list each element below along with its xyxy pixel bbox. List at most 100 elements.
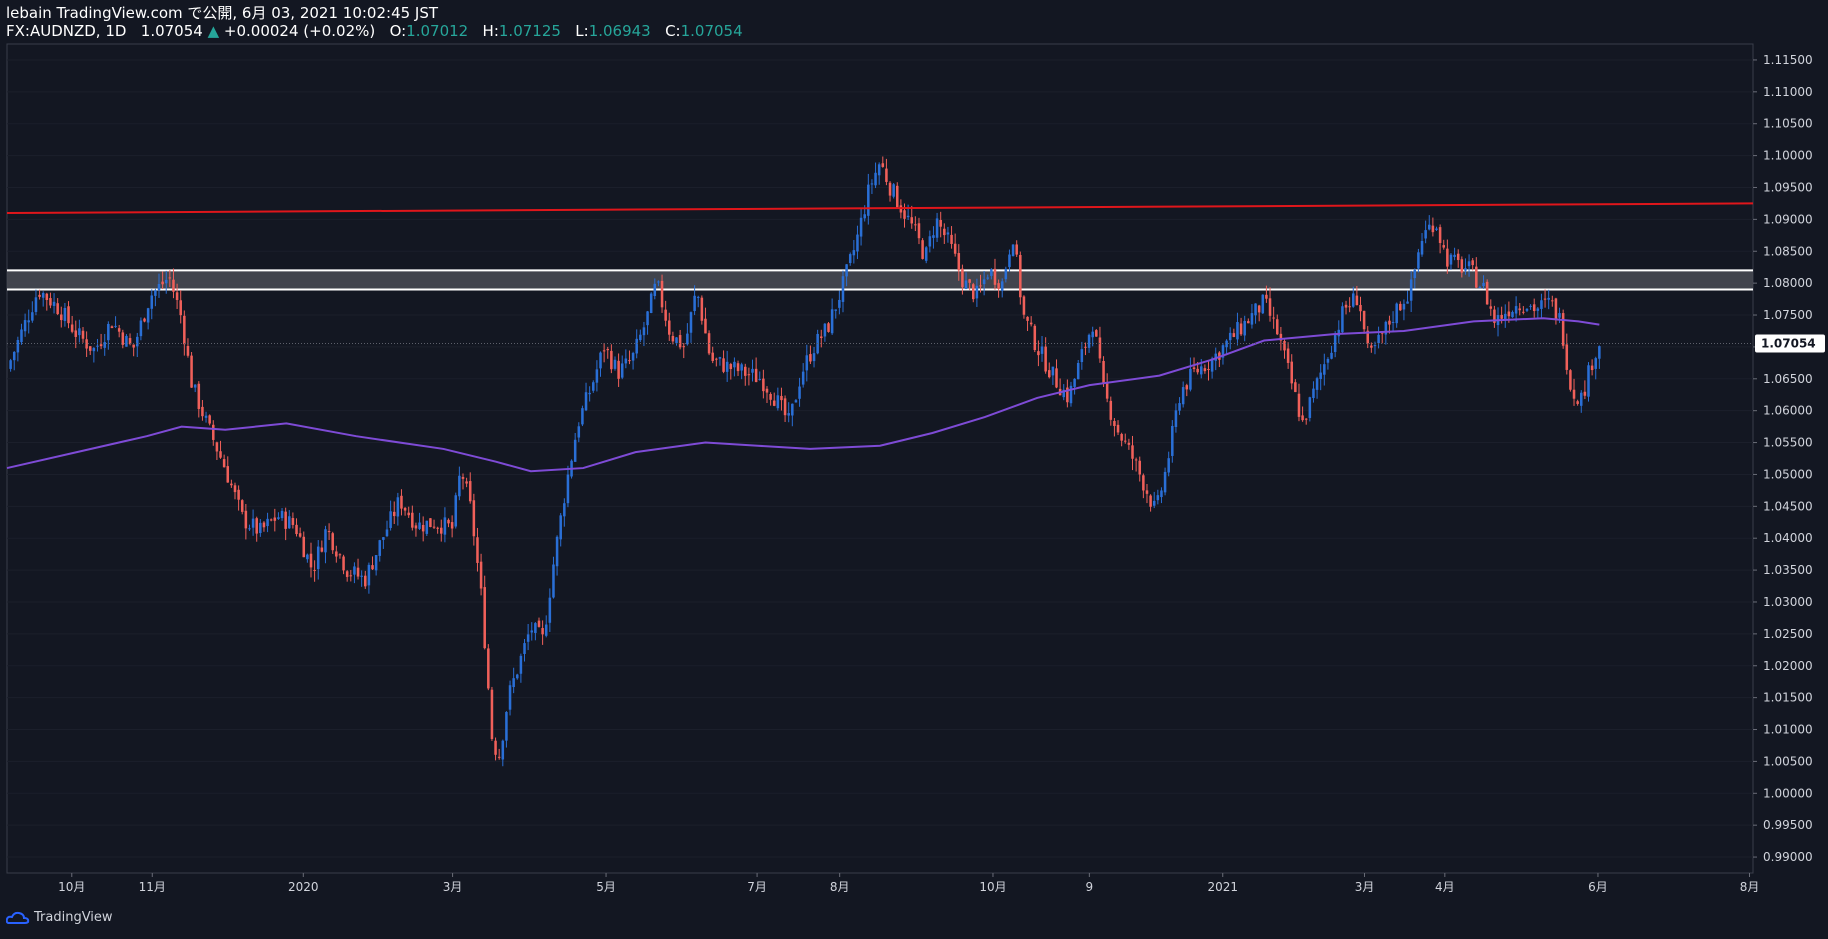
candle-body[interactable] [1482,282,1485,287]
candle-body[interactable] [440,527,443,534]
candle-body[interactable] [932,235,935,238]
tradingview-logo[interactable]: TradingView [6,910,113,925]
candle-body[interactable] [1283,341,1286,351]
candle-body[interactable] [592,382,595,391]
candle-body[interactable] [1362,310,1366,330]
candle-body[interactable] [1435,228,1438,230]
candle-body[interactable] [841,276,845,302]
candle-body[interactable] [964,280,968,289]
candle-body[interactable] [233,485,237,493]
candle-body[interactable] [1145,490,1149,494]
candle-body[interactable] [584,392,588,411]
candle-body[interactable] [1033,325,1037,351]
candle-body[interactable] [953,243,957,254]
candle-body[interactable] [783,398,787,416]
candle-body[interactable] [1475,266,1478,288]
candle-body[interactable] [266,518,269,527]
candle-body[interactable] [172,279,175,292]
candle-body[interactable] [226,466,230,483]
candle-body[interactable] [114,325,117,327]
candle-body[interactable] [425,520,429,534]
candle-body[interactable] [1569,370,1572,390]
candle-body[interactable] [479,561,483,589]
candle-body[interactable] [917,223,921,239]
candle-body[interactable] [946,232,950,235]
candle-body[interactable] [1500,314,1503,319]
candle-body[interactable] [628,360,631,362]
candle-body[interactable] [1247,321,1250,324]
resistance-zone[interactable] [7,270,1753,290]
candle-body[interactable] [1348,306,1351,308]
candle-body[interactable] [215,442,219,452]
candle-body[interactable] [92,348,96,352]
candle-body[interactable] [747,374,751,376]
candle-body[interactable] [367,564,371,586]
candle-body[interactable] [881,163,885,167]
candle-body[interactable] [1518,308,1522,311]
candle-body[interactable] [222,459,226,468]
candle-body[interactable] [110,326,114,328]
candle-body[interactable] [1554,298,1558,319]
candle-body[interactable] [1417,252,1420,269]
candle-body[interactable] [1583,391,1587,396]
candle-body[interactable] [1044,346,1047,372]
candle-body[interactable] [957,253,961,271]
candle-body[interactable] [436,527,439,529]
candle-body[interactable] [20,329,23,343]
candle-body[interactable] [780,395,783,401]
symbol-label[interactable]: FX:AUDNZD, 1D [6,22,127,40]
candle-body[interactable] [859,217,863,237]
candle-body[interactable] [801,371,805,385]
candle-body[interactable] [154,290,157,296]
candle-body[interactable] [1431,225,1435,233]
candle-body[interactable] [432,526,436,528]
candle-body[interactable] [197,383,201,409]
candle-body[interactable] [577,426,581,438]
candle-body[interactable] [349,575,353,577]
candle-body[interactable] [1207,369,1210,371]
candle-body[interactable] [639,334,642,341]
candle-body[interactable] [1167,458,1170,473]
candle-body[interactable] [602,350,606,352]
candle-body[interactable] [31,312,34,321]
candle-body[interactable] [505,711,508,741]
candle-body[interactable] [1199,366,1203,375]
candle-body[interactable] [1420,240,1424,255]
candle-body[interactable] [251,518,255,528]
candle-body[interactable] [1087,334,1091,348]
candle-body[interactable] [798,386,801,399]
candle-body[interactable] [450,522,454,529]
candle-body[interactable] [374,555,378,571]
candle-body[interactable] [1438,227,1442,243]
candle-body[interactable] [1297,393,1301,417]
candle-body[interactable] [979,285,982,287]
candle-body[interactable] [1131,445,1134,459]
candle-body[interactable] [765,388,769,393]
candle-body[interactable] [896,185,899,208]
candle-body[interactable] [1196,368,1199,373]
candle-body[interactable] [107,323,110,341]
candle-body[interactable] [990,269,993,276]
candle-body[interactable] [776,395,780,409]
candle-body[interactable] [494,740,497,755]
candle-body[interactable] [1511,311,1514,318]
candle-body[interactable] [754,368,758,383]
candle-body[interactable] [490,689,494,739]
candle-body[interactable] [1344,304,1348,308]
candle-body[interactable] [548,597,552,623]
candle-body[interactable] [1015,244,1018,255]
candle-body[interactable] [421,524,425,532]
candle-body[interactable] [385,529,389,537]
candle-body[interactable] [1547,297,1550,300]
candle-body[interactable] [1525,308,1529,311]
candle-body[interactable] [530,630,534,633]
candle-body[interactable] [284,511,287,529]
candle-body[interactable] [128,338,132,345]
candle-body[interactable] [186,345,190,356]
candle-body[interactable] [541,628,544,635]
candle-body[interactable] [125,335,128,347]
candle-body[interactable] [544,624,548,636]
candle-body[interactable] [255,518,258,534]
candle-body[interactable] [740,364,743,371]
candle-body[interactable] [414,525,418,529]
